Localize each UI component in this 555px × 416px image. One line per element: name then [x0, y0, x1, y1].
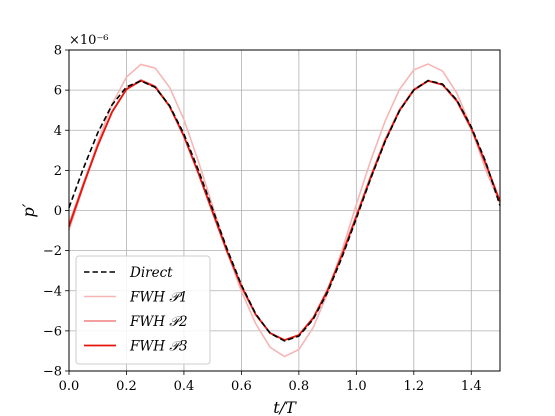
y-tick-label: −8	[43, 365, 62, 380]
legend-label: FWH 𝒫3	[129, 339, 188, 355]
x-tick-label: 0.8	[289, 379, 310, 394]
series-lines	[68, 63, 501, 358]
x-tick-label: 0.6	[231, 379, 252, 394]
y-scale-label: ×10⁻⁶	[69, 33, 109, 48]
axis-ticks: 0.0 0.2 0.4 0.6 0.8 1.0 1.2 1.4 −8 −6 −4 −2 0 2 4 6 8	[43, 44, 482, 395]
x-tick-label: 1.4	[461, 379, 482, 394]
x-axis-title: t/T	[273, 398, 297, 416]
series-line-1	[68, 63, 501, 358]
legend: Direct FWH 𝒫1 FWH 𝒫2 FWH 𝒫3	[75, 255, 211, 365]
series-line-0	[68, 79, 501, 342]
y-tick-label: −4	[43, 284, 62, 299]
y-tick-label: 2	[54, 164, 62, 179]
x-tick-label: 0.0	[59, 379, 80, 394]
legend-box	[75, 255, 211, 365]
legend-label: FWH 𝒫2	[129, 314, 188, 330]
y-tick-label: −2	[43, 244, 62, 259]
y-tick-label: 6	[54, 84, 62, 99]
x-tick-label: 1.2	[403, 379, 424, 394]
y-tick-label: −6	[43, 324, 62, 339]
x-tick-label: 1.0	[346, 379, 367, 394]
x-tick-label: 0.2	[116, 379, 137, 394]
y-axis-title: p′	[19, 203, 38, 217]
y-tick-label: 0	[54, 204, 62, 219]
legend-label: FWH 𝒫1	[129, 290, 188, 306]
legend-label: Direct	[129, 265, 173, 281]
y-tick-label: 8	[54, 44, 62, 59]
x-tick-label: 0.4	[174, 379, 195, 394]
y-tick-label: 4	[54, 124, 62, 139]
